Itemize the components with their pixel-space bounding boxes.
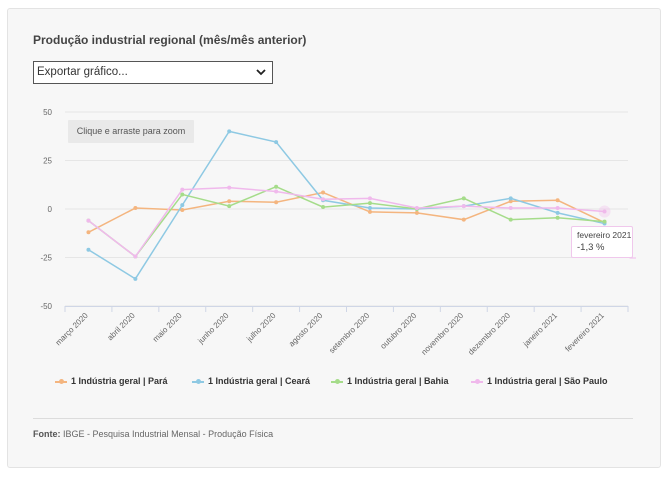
series-line [88, 186, 605, 258]
data-point [414, 210, 419, 215]
legend-label: 1 Indústria geral | São Paulo [487, 376, 608, 386]
y-axis-ticks: 50 25 0 -25 -50 [40, 108, 52, 311]
y-tick-label: -25 [40, 254, 52, 263]
legend-swatch [331, 378, 343, 384]
legend-swatch [471, 378, 483, 384]
data-point [180, 192, 185, 197]
data-point [555, 198, 560, 203]
x-tick-label: abril 2020 [106, 311, 138, 343]
data-point [86, 218, 91, 223]
legend-item-para[interactable]: 1 Indústria geral | Pará [55, 376, 168, 386]
chevron-down-icon [256, 69, 266, 76]
data-point [461, 217, 466, 222]
zoom-hint-button[interactable]: Clique e arraste para zoom [68, 120, 194, 143]
data-point [321, 205, 326, 210]
legend-label: 1 Indústria geral | Ceará [208, 376, 311, 386]
series-lines [86, 129, 611, 281]
data-point [602, 209, 607, 214]
data-point [86, 230, 91, 235]
data-point [274, 140, 279, 145]
legend-item-bahia[interactable]: 1 Indústria geral | Bahia [331, 376, 449, 386]
x-tick-label: julho 2020 [244, 311, 278, 345]
y-tick-label: 50 [43, 108, 52, 117]
data-point [274, 200, 279, 205]
data-point [227, 199, 232, 204]
source-label: Fonte: [33, 429, 61, 439]
tooltip-label: fevereiro 2021 [577, 230, 632, 240]
series-line [88, 185, 605, 258]
y-tick-label: 25 [43, 157, 52, 166]
y-tick-label: -50 [40, 302, 52, 311]
x-tick-label: outubro 2020 [379, 311, 419, 351]
x-tick-label: março 2020 [54, 311, 91, 348]
data-point [274, 184, 279, 189]
data-point [227, 185, 232, 190]
data-point [461, 204, 466, 209]
x-tick-label: dezembro 2020 [466, 311, 512, 357]
legend-label: 1 Indústria geral | Pará [71, 376, 168, 386]
data-point [133, 254, 138, 259]
hover-halo [598, 205, 611, 218]
tooltip-value: -1,3 % [577, 242, 605, 253]
legend-item-sao-paulo[interactable]: 1 Indústria geral | São Paulo [471, 376, 608, 386]
x-tick-label: novembro 2020 [420, 311, 466, 357]
legend-label: 1 Indústria geral | Bahia [347, 376, 449, 386]
data-point [461, 196, 466, 201]
data-point [555, 210, 560, 215]
data-point [86, 247, 91, 252]
data-point [555, 206, 560, 211]
source-note: Fonte: IBGE - Pesquisa Industrial Mensal… [33, 429, 273, 439]
legend-swatch [192, 378, 204, 384]
data-point [414, 206, 419, 211]
y-tick-label: 0 [48, 205, 53, 214]
x-axis-ticks: março 2020 abril 2020 maio 2020 junho 2020 j… [54, 311, 607, 357]
data-point [227, 129, 232, 134]
x-tick-label: agosto 2020 [287, 311, 325, 349]
data-point [274, 189, 279, 194]
series-line [88, 130, 605, 280]
data-point [180, 207, 185, 212]
data-point [508, 206, 513, 211]
data-point [180, 187, 185, 192]
data-point [555, 215, 560, 220]
x-tick-label: junho 2020 [196, 311, 231, 346]
chart-card [7, 8, 661, 468]
data-point [367, 206, 372, 211]
data-point [227, 204, 232, 209]
data-point [321, 190, 326, 195]
chart-title: Produção industrial regional (mês/mês an… [33, 33, 307, 47]
data-point [367, 201, 372, 206]
x-tick-label: janeiro 2021 [521, 311, 560, 350]
data-point [180, 203, 185, 208]
data-point [508, 199, 513, 204]
source-text: IBGE - Pesquisa Industrial Mensal - Prod… [63, 429, 274, 439]
data-point [367, 196, 372, 201]
data-point [508, 217, 513, 222]
divider [33, 418, 633, 419]
legend-item-ceara[interactable]: 1 Indústria geral | Ceará [192, 376, 310, 386]
x-tick-label: setembro 2020 [327, 311, 371, 355]
data-point [321, 197, 326, 202]
hover-tooltip: fevereiro 2021 -1,3 % [571, 226, 633, 258]
data-point [133, 206, 138, 211]
data-point [367, 209, 372, 214]
data-point [508, 196, 513, 201]
x-tick-label: fevereiro 2021 [563, 311, 606, 354]
export-chart-select[interactable]: Exportar gráfico... [33, 61, 273, 84]
data-point [133, 276, 138, 281]
export-select-value: Exportar gráfico... [37, 66, 128, 78]
x-axis [64, 306, 629, 312]
legend-swatch [55, 378, 67, 384]
x-tick-label: maio 2020 [151, 311, 184, 344]
data-point [602, 219, 607, 224]
